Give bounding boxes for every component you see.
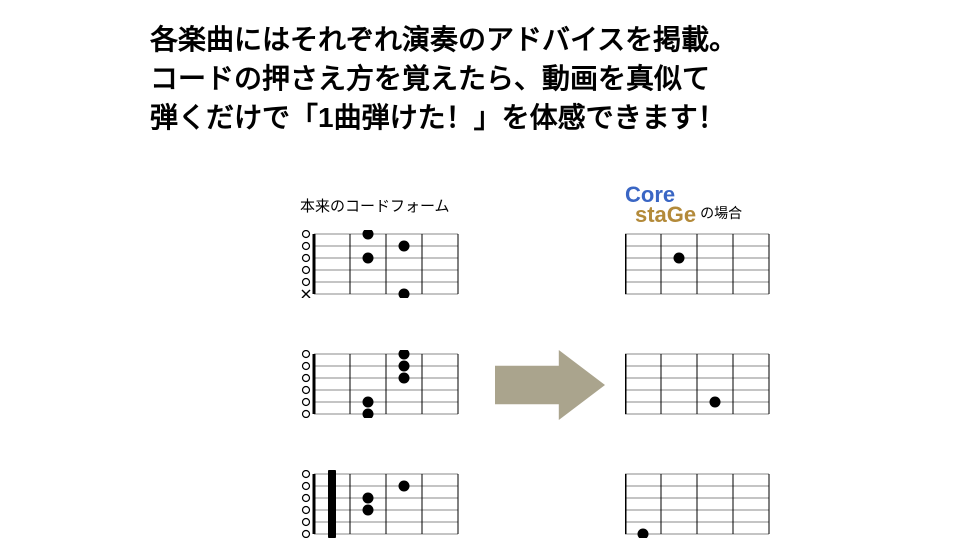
logo-core-stage: Core staGe bbox=[625, 185, 696, 225]
logo-stage-text: staGe bbox=[635, 202, 696, 227]
headline-line-1: 各楽曲にはそれぞれ演奏のアドバイスを掲載。 bbox=[150, 20, 930, 59]
label-right-suffix: の場合 bbox=[700, 203, 742, 225]
chord-diagram-right-1 bbox=[625, 350, 773, 418]
headline-line-2: コードの押さえ方を覚えたら、動画を真似て bbox=[150, 59, 930, 98]
label-original-chord-form: 本来のコードフォーム bbox=[300, 195, 450, 216]
label-core-stage: Core staGe の場合 bbox=[625, 185, 742, 225]
chord-diagram-left-2 bbox=[300, 470, 462, 538]
headline-text: 各楽曲にはそれぞれ演奏のアドバイスを掲載。 コードの押さえ方を覚えたら、動画を真… bbox=[150, 20, 930, 138]
transform-arrow-icon bbox=[495, 350, 605, 425]
chord-diagram-right-2 bbox=[625, 470, 773, 538]
chord-diagram-left-0 bbox=[300, 230, 462, 298]
chord-diagram-left-1 bbox=[300, 350, 462, 418]
headline-line-3: 弾くだけで「1曲弾けた！」を体感できます！ bbox=[150, 98, 930, 137]
chord-diagram-right-0 bbox=[625, 230, 773, 298]
